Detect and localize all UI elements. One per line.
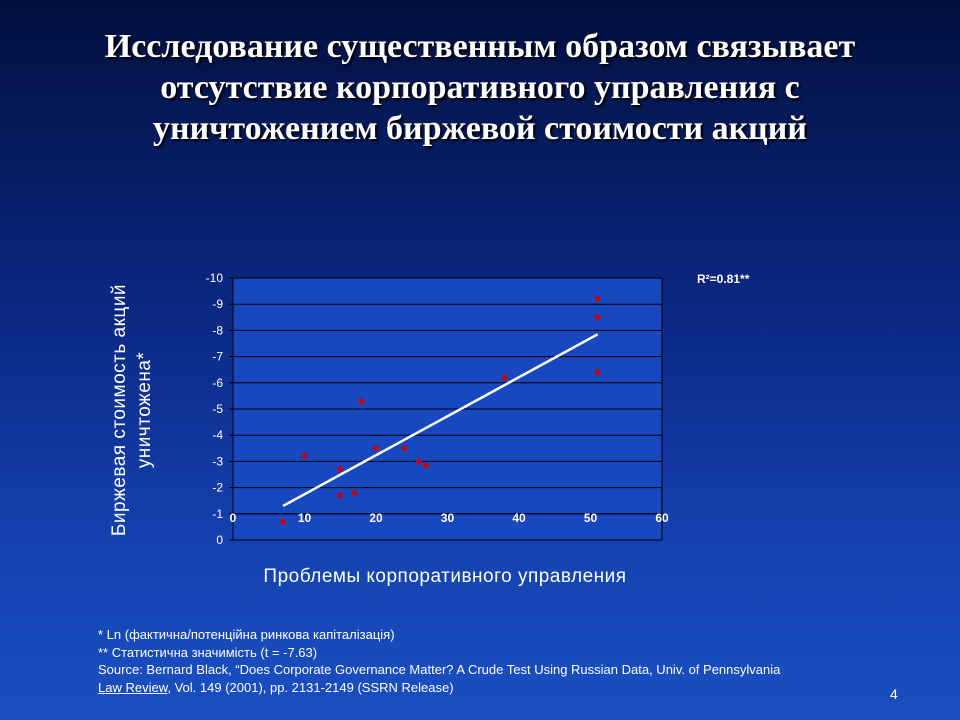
data-point	[401, 444, 409, 452]
trendline-group	[282, 333, 599, 508]
x-tick-label: 40	[512, 511, 526, 525]
y-tick-label: -7	[212, 350, 223, 364]
y-tick-label: -6	[212, 376, 223, 390]
footnote-definition: * Ln (фактична/потенційна ринкова капіта…	[98, 627, 395, 642]
slide-title-line: отсутствие корпоративного управления с	[160, 69, 800, 106]
y-tick-label: -2	[212, 481, 223, 495]
y-tick-label: -8	[212, 323, 223, 337]
x-tick-label: 20	[369, 511, 383, 525]
x-tick-label: 10	[298, 511, 312, 525]
slide-title: Исследование существенным образом связыв…	[30, 26, 930, 149]
data-point	[415, 457, 423, 465]
r-squared-annotation: R²=0.81**	[697, 272, 750, 286]
y-tick-label: -9	[212, 297, 223, 311]
page-number: 4	[890, 686, 898, 702]
footnotes: * Ln (фактична/потенційна ринкова капіта…	[98, 626, 948, 696]
footnote-source-continued: Law Review, Vol. 149 (2001), pp. 2131-21…	[98, 679, 948, 697]
footnote-source: Source: Bernard Black, “Does Corporate G…	[98, 662, 781, 677]
data-point	[594, 368, 602, 376]
data-point	[422, 461, 430, 469]
footnote-significance: ** Статистична значимість (t = -7.63)	[98, 644, 318, 660]
tick-labels: 0 -1 -2 -3 -4 -5 -6 -7 -8 -9 -10 0 10 20 30 40 50 60	[206, 271, 669, 547]
y-tick-label: -5	[212, 402, 223, 416]
footnote-source-rest: , Vol. 149 (2001), pp. 2131-2149 (SSRN R…	[167, 679, 454, 695]
x-tick-label: 30	[441, 511, 455, 525]
data-point	[351, 489, 359, 497]
trendline	[282, 333, 599, 508]
data-point	[279, 518, 287, 526]
data-point	[594, 295, 602, 303]
y-tick-label: -3	[212, 454, 223, 468]
x-axis-label: Проблемы корпоративного управления	[263, 566, 627, 587]
journal-link[interactable]: Law Review	[98, 679, 168, 695]
axes	[229, 277, 663, 541]
data-point	[336, 491, 344, 499]
y-tick-label: 0	[216, 533, 223, 547]
data-point	[336, 465, 344, 473]
data-point	[358, 397, 366, 405]
data-points	[279, 295, 602, 526]
slide-title-line: Исследование существенным образом связыв…	[104, 28, 856, 65]
y-axis-label: Биржевая стоимость акций уничтожена*	[107, 265, 177, 555]
y-tick-label: -10	[206, 271, 224, 285]
data-point	[372, 444, 380, 452]
y-tick-label: -1	[212, 507, 223, 521]
slide-title-line: уничтожением биржевой стоимости акций	[153, 110, 807, 147]
x-tick-label: 60	[655, 511, 669, 525]
y-tick-label: -4	[212, 428, 223, 442]
data-point	[301, 452, 308, 460]
x-tick-label: 50	[584, 511, 598, 525]
x-tick-label: 0	[230, 511, 237, 525]
y-axis-label-line: Биржевая стоимость акций	[109, 283, 130, 537]
data-point	[594, 313, 602, 321]
y-axis-label-line: уничтожена*	[134, 351, 155, 469]
data-point	[501, 374, 509, 382]
